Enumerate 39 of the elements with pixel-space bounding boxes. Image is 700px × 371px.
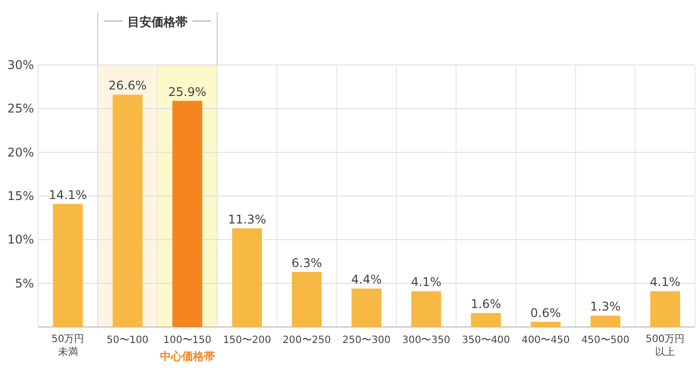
data-label: 1.3% [590,300,621,314]
y-tick-label: 5% [14,276,34,290]
x-tick-label: 350〜400 [462,335,510,346]
x-tick-label: 200〜250 [282,335,331,346]
x-tick-label: 100〜150 [163,335,212,346]
y-tick-label: 20% [7,145,34,160]
data-label: 0.6% [530,306,561,320]
data-label: 1.6% [470,297,502,312]
band-label: 中心価格帯 [160,350,215,363]
x-tick-label: 400〜450 [522,335,570,346]
data-label: 6.3% [292,256,322,270]
bar [292,272,322,327]
bar [530,322,561,327]
bar [232,228,262,327]
x-tick-label: 50〜100 [106,335,148,346]
x-tick-label: 500万円以上 [644,333,686,359]
y-tick-label: 10% [7,232,34,247]
bar [52,204,83,327]
y-tick-label: 25% [7,102,34,116]
data-label: 11.3% [228,212,266,226]
bar [650,291,680,327]
bar [411,291,442,327]
x-tick-label: 150〜200 [222,335,272,346]
x-tick-label: 300〜350 [402,335,450,346]
data-label: 26.6% [108,78,147,93]
x-tick-label: 250〜300 [342,335,391,346]
bar [590,316,620,327]
data-label: 14.1% [48,188,87,202]
x-tick-label: 50万円未満 [50,333,86,359]
data-label: 4.1% [410,275,442,290]
data-label: 25.9% [168,84,206,99]
y-tick-label: 30% [7,58,34,72]
bar [471,313,501,327]
x-tick-label: 450〜500 [581,335,630,346]
bar [352,288,382,327]
band-label: 目安価格帯 [127,15,188,29]
data-label: 4.1% [650,275,680,290]
data-label: 4.4% [351,272,382,287]
y-tick-label: 15% [7,189,34,203]
